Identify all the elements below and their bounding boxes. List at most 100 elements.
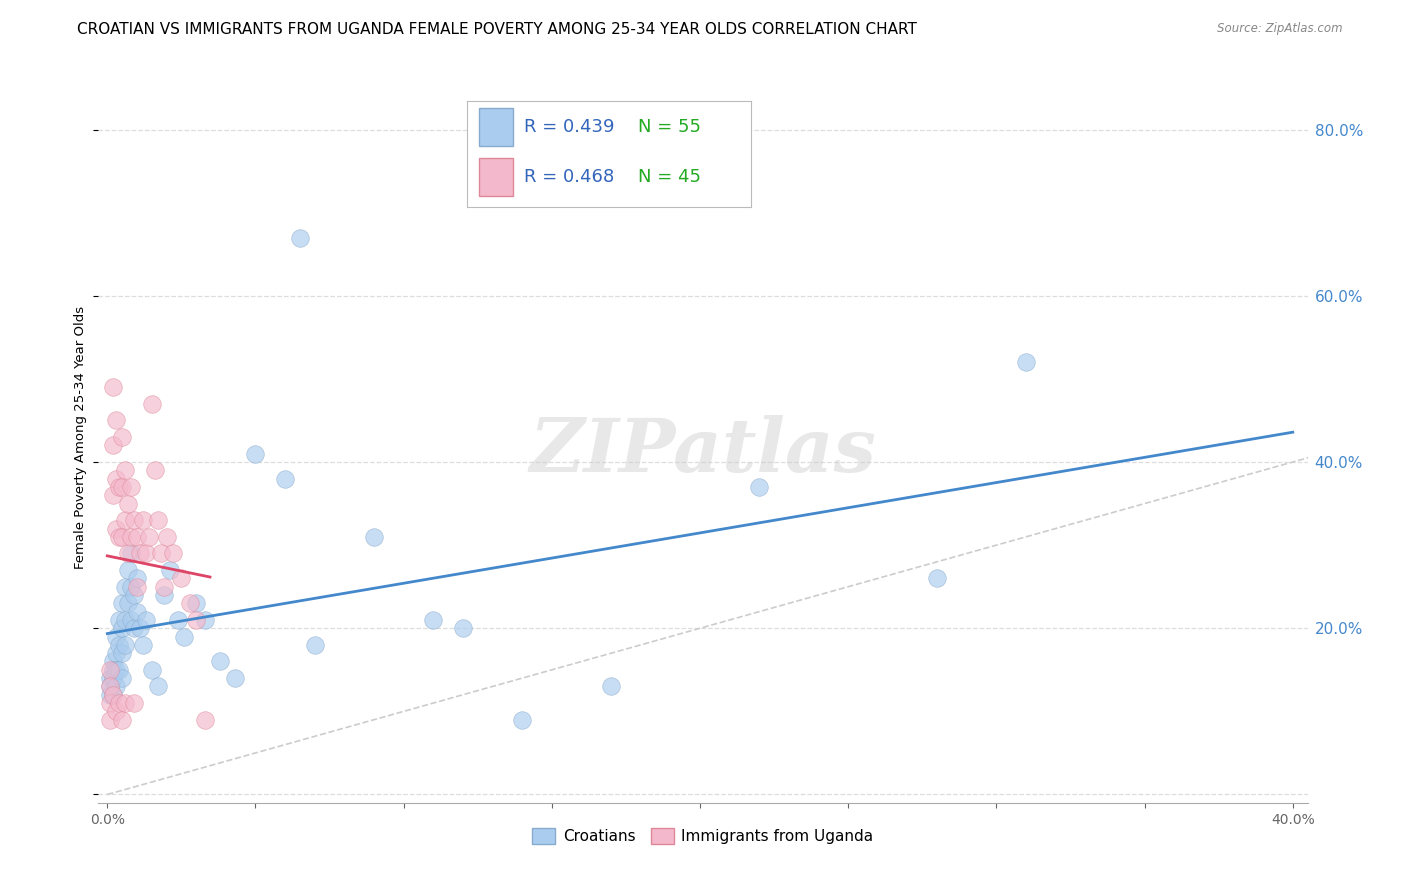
Point bbox=[748, 480, 770, 494]
Point bbox=[103, 655, 125, 669]
Point bbox=[152, 580, 174, 594]
Point bbox=[114, 638, 136, 652]
Point bbox=[120, 613, 142, 627]
Point bbox=[105, 705, 128, 719]
Point bbox=[186, 613, 208, 627]
Point bbox=[117, 596, 139, 610]
Point bbox=[105, 413, 128, 427]
Point bbox=[98, 688, 121, 702]
Point bbox=[132, 638, 155, 652]
Point bbox=[143, 463, 166, 477]
Point bbox=[135, 546, 157, 560]
Point bbox=[120, 480, 142, 494]
Point bbox=[167, 613, 190, 627]
Point bbox=[114, 580, 136, 594]
Point bbox=[103, 438, 125, 452]
Point bbox=[103, 488, 125, 502]
Point bbox=[162, 546, 184, 560]
Point bbox=[208, 655, 231, 669]
Point bbox=[98, 671, 121, 685]
Point bbox=[105, 646, 128, 660]
Point bbox=[122, 513, 145, 527]
Point bbox=[105, 521, 128, 535]
Point bbox=[105, 680, 128, 694]
Point bbox=[108, 696, 131, 710]
Point bbox=[194, 613, 217, 627]
Point bbox=[114, 463, 136, 477]
Point bbox=[152, 588, 174, 602]
Point bbox=[111, 530, 134, 544]
Point bbox=[146, 513, 169, 527]
Point bbox=[179, 596, 201, 610]
Point bbox=[451, 621, 474, 635]
Point bbox=[98, 680, 121, 694]
Legend: Croatians, Immigrants from Uganda: Croatians, Immigrants from Uganda bbox=[526, 822, 880, 850]
Point bbox=[138, 530, 160, 544]
Point bbox=[105, 630, 128, 644]
Point bbox=[122, 588, 145, 602]
Point bbox=[159, 563, 181, 577]
Point bbox=[120, 530, 142, 544]
Point bbox=[129, 546, 152, 560]
Point bbox=[170, 571, 193, 585]
Point bbox=[120, 546, 142, 560]
Point bbox=[103, 663, 125, 677]
Point bbox=[111, 671, 134, 685]
Point bbox=[120, 580, 142, 594]
Point bbox=[98, 663, 121, 677]
Point bbox=[108, 638, 131, 652]
Point bbox=[155, 530, 177, 544]
Point bbox=[105, 663, 128, 677]
Point bbox=[111, 596, 134, 610]
Point bbox=[304, 638, 326, 652]
Point bbox=[927, 571, 949, 585]
Text: CROATIAN VS IMMIGRANTS FROM UGANDA FEMALE POVERTY AMONG 25-34 YEAR OLDS CORRELAT: CROATIAN VS IMMIGRANTS FROM UGANDA FEMAL… bbox=[77, 22, 917, 37]
Point bbox=[117, 497, 139, 511]
Point bbox=[105, 472, 128, 486]
Point bbox=[108, 530, 131, 544]
Point bbox=[103, 671, 125, 685]
Point bbox=[186, 596, 208, 610]
Point bbox=[111, 480, 134, 494]
Point bbox=[135, 613, 157, 627]
Point bbox=[363, 530, 385, 544]
Point bbox=[125, 605, 148, 619]
Point bbox=[141, 397, 163, 411]
Point bbox=[510, 713, 533, 727]
Point bbox=[129, 621, 152, 635]
Point bbox=[245, 447, 267, 461]
Point bbox=[117, 563, 139, 577]
Point bbox=[600, 680, 623, 694]
Point bbox=[114, 613, 136, 627]
Point bbox=[146, 680, 169, 694]
Point bbox=[103, 380, 125, 394]
Point bbox=[422, 613, 444, 627]
Point bbox=[103, 688, 125, 702]
Point bbox=[98, 713, 121, 727]
Point bbox=[173, 630, 195, 644]
Point bbox=[194, 713, 217, 727]
Point bbox=[114, 696, 136, 710]
Point bbox=[1015, 355, 1038, 369]
Point bbox=[111, 646, 134, 660]
Point bbox=[122, 696, 145, 710]
Point bbox=[108, 663, 131, 677]
Point bbox=[125, 580, 148, 594]
Point bbox=[114, 513, 136, 527]
Text: ZIPatlas: ZIPatlas bbox=[530, 416, 876, 488]
Text: Source: ZipAtlas.com: Source: ZipAtlas.com bbox=[1218, 22, 1343, 36]
Point bbox=[108, 480, 131, 494]
Point bbox=[125, 571, 148, 585]
Point bbox=[141, 663, 163, 677]
Point bbox=[98, 696, 121, 710]
Point bbox=[111, 430, 134, 444]
Y-axis label: Female Poverty Among 25-34 Year Olds: Female Poverty Among 25-34 Year Olds bbox=[73, 306, 87, 568]
Point bbox=[98, 680, 121, 694]
Point bbox=[111, 621, 134, 635]
Point bbox=[108, 613, 131, 627]
Point bbox=[111, 713, 134, 727]
Point bbox=[274, 472, 297, 486]
Point bbox=[132, 513, 155, 527]
Point bbox=[122, 621, 145, 635]
Point bbox=[288, 230, 311, 244]
